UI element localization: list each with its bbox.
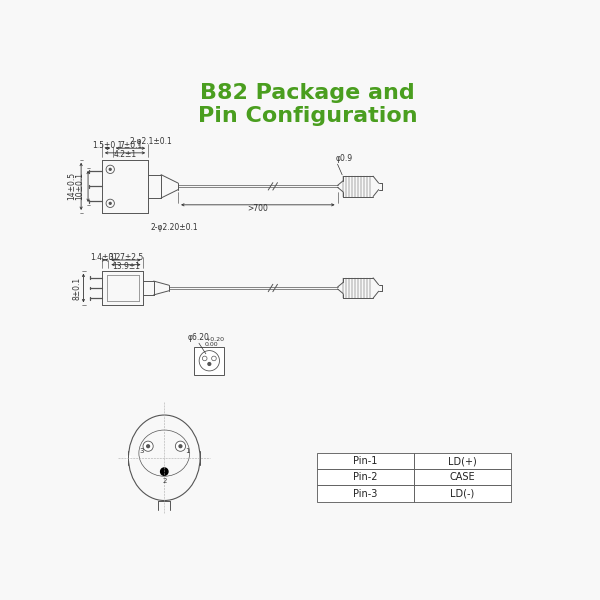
Text: φ6.20: φ6.20 <box>187 333 209 342</box>
Circle shape <box>175 441 185 451</box>
Circle shape <box>199 350 220 371</box>
Bar <box>317 453 414 469</box>
Text: 0.00: 0.00 <box>205 342 218 347</box>
Circle shape <box>143 441 153 451</box>
Text: 1.4±0.2: 1.4±0.2 <box>90 253 121 262</box>
Text: Pin-3: Pin-3 <box>353 488 377 499</box>
Bar <box>194 347 224 374</box>
Circle shape <box>109 169 111 170</box>
Bar <box>414 485 511 502</box>
Text: LD(-): LD(-) <box>450 488 475 499</box>
Text: Pin Configuration: Pin Configuration <box>197 106 418 126</box>
Text: LD(+): LD(+) <box>448 456 476 466</box>
Text: 3: 3 <box>139 448 143 454</box>
Text: 2: 2 <box>162 478 166 484</box>
Text: B82 Package and: B82 Package and <box>200 83 415 103</box>
Text: 2-φ2.20±0.1: 2-φ2.20±0.1 <box>151 223 198 232</box>
Text: CASE: CASE <box>449 472 475 482</box>
Bar <box>317 469 414 485</box>
Text: 4.2±1: 4.2±1 <box>113 150 137 159</box>
Text: >700: >700 <box>247 204 268 213</box>
Text: +0.20: +0.20 <box>205 337 224 342</box>
Circle shape <box>212 356 216 361</box>
Text: 10±0.1: 10±0.1 <box>75 172 84 200</box>
Text: 31.7±2.5: 31.7±2.5 <box>109 253 143 262</box>
Circle shape <box>202 356 207 361</box>
Text: 14±0.5: 14±0.5 <box>67 172 76 200</box>
Text: 1.5±0.1: 1.5±0.1 <box>92 141 122 150</box>
Text: Pin-1: Pin-1 <box>353 456 377 466</box>
Text: 7±0.1: 7±0.1 <box>119 141 142 150</box>
Text: 1: 1 <box>185 448 190 454</box>
Bar <box>317 485 414 502</box>
Text: Pin-2: Pin-2 <box>353 472 377 482</box>
Circle shape <box>147 445 149 448</box>
Text: 8±0.1: 8±0.1 <box>72 277 81 299</box>
Circle shape <box>161 468 168 475</box>
Circle shape <box>179 445 182 448</box>
Text: 2-φ2.1±0.1: 2-φ2.1±0.1 <box>130 137 172 146</box>
Text: φ0.9: φ0.9 <box>335 154 352 163</box>
Bar <box>414 453 511 469</box>
Circle shape <box>109 202 111 204</box>
Bar <box>414 469 511 485</box>
Text: 13.9±1: 13.9±1 <box>112 262 140 271</box>
Circle shape <box>208 362 211 365</box>
